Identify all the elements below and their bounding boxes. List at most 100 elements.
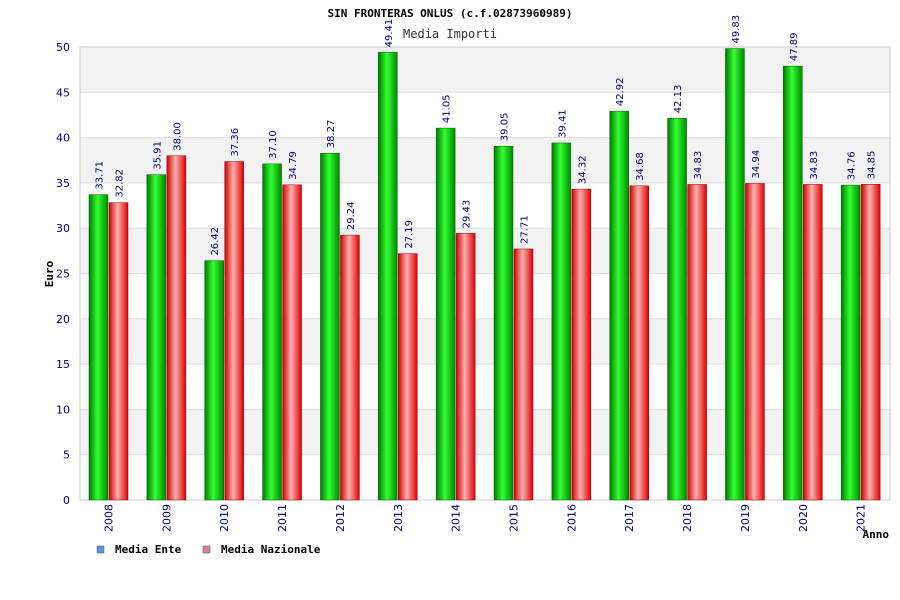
bar-media-nazionale-2013	[398, 253, 418, 501]
data-label: 34.83	[809, 151, 820, 180]
data-label: 34.85	[867, 151, 878, 180]
x-tick-label: 2013	[392, 504, 405, 532]
y-tick-label: 50	[56, 41, 70, 54]
chart-subtitle: Media Importi	[403, 27, 497, 41]
y-tick-label: 45	[56, 86, 70, 99]
y-tick-label: 20	[56, 313, 70, 326]
data-label: 27.71	[520, 215, 531, 244]
data-label: 26.42	[210, 227, 221, 256]
bar-media-ente-2021	[840, 184, 861, 501]
x-axis-ticks: 2008 2009 2010 2011 2012 2013 2014 2015 2016 2017…	[103, 504, 868, 532]
x-tick-label: 2018	[681, 504, 694, 532]
plot-band	[80, 364, 890, 410]
x-tick-label: 2021	[855, 504, 868, 532]
data-label: 34.68	[635, 152, 646, 181]
bar-media-ente-2009	[146, 174, 167, 501]
x-tick-label: 2008	[103, 504, 116, 532]
data-label: 34.79	[288, 151, 299, 180]
y-tick-label: 15	[56, 358, 70, 371]
bar-media-ente-2016	[551, 142, 572, 501]
bar-media-nazionale-2021	[860, 184, 881, 501]
bar-media-nazionale-2014	[455, 233, 476, 501]
data-label: 39.05	[500, 113, 511, 142]
bar-media-ente-2012	[320, 153, 340, 501]
bar-media-nazionale-2017	[629, 185, 649, 501]
bar-media-nazionale-2009	[166, 155, 187, 501]
bar-media-nazionale-2018	[687, 184, 707, 501]
legend-label-media-ente: Media Ente	[115, 543, 182, 556]
data-label: 39.41	[557, 109, 568, 138]
bar-media-ente-2020	[783, 65, 803, 501]
bar-media-ente-2010	[204, 260, 224, 501]
y-tick-label: 0	[63, 494, 70, 507]
y-tick-label: 40	[56, 132, 70, 145]
data-label: 49.41	[384, 19, 395, 48]
bar-media-ente-2017	[609, 110, 629, 501]
x-tick-label: 2019	[739, 504, 752, 532]
x-tick-label: 2010	[218, 504, 231, 532]
bar-media-ente-2014	[435, 127, 456, 501]
plot-band	[80, 137, 890, 183]
bar-media-ente-2008	[88, 194, 109, 501]
data-label: 49.83	[731, 15, 742, 44]
data-label: 32.82	[115, 169, 126, 198]
bar-media-ente-2018	[667, 118, 687, 501]
x-tick-label: 2020	[797, 504, 810, 532]
plot-band	[80, 182, 890, 229]
data-label: 37.36	[230, 128, 241, 157]
bar-media-nazionale-2011	[282, 184, 302, 501]
data-label: 34.32	[577, 155, 588, 184]
data-label: 41.05	[442, 94, 453, 123]
plot-band	[80, 409, 890, 455]
bar-media-nazionale-2008	[108, 202, 129, 501]
chart-title: SIN FRONTERAS ONLUS (c.f.02873960989)	[327, 7, 572, 20]
legend-swatch-media-nazionale	[202, 545, 211, 554]
y-tick-label: 10	[56, 403, 70, 416]
bar-media-ente-2019	[725, 48, 745, 501]
y-axis-title: Euro	[43, 260, 56, 287]
bar-media-nazionale-2016	[571, 188, 592, 501]
data-label: 42.92	[615, 78, 626, 107]
x-tick-label: 2017	[623, 504, 636, 532]
legend-swatch-media-ente	[96, 545, 105, 554]
data-label: 35.91	[152, 141, 163, 170]
plot-frame	[79, 46, 891, 501]
data-label: 34.76	[847, 151, 858, 180]
data-labels: 33.71 32.82 35.91 38.00 26.42 37.36 37.10 34.79…	[95, 15, 878, 256]
x-tick-label: 2015	[508, 504, 521, 532]
x-tick-label: 2012	[334, 504, 347, 532]
bar-media-nazionale-2020	[803, 184, 823, 501]
x-tick-label: 2016	[565, 504, 578, 532]
data-label: 42.13	[673, 85, 684, 114]
data-label: 38.27	[326, 120, 337, 149]
plot-band	[80, 47, 890, 93]
data-label: 34.83	[693, 151, 704, 180]
plot-band	[80, 318, 890, 365]
y-tick-label: 30	[56, 222, 70, 235]
plot-band	[80, 92, 890, 138]
bar-media-ente-2015	[493, 145, 514, 501]
bar-media-ente-2013	[378, 52, 398, 501]
legend: Media Ente Media Nazionale	[96, 543, 321, 556]
data-label: 27.19	[404, 220, 415, 249]
plot-band	[80, 228, 890, 274]
data-label: 47.89	[789, 32, 800, 61]
bar-media-nazionale-2015	[513, 248, 534, 501]
bar-media-nazionale-2012	[340, 234, 360, 501]
bar-media-nazionale-2010	[224, 161, 244, 501]
data-label: 33.71	[95, 161, 106, 190]
y-tick-label: 35	[56, 177, 70, 190]
x-tick-label: 2011	[276, 504, 289, 532]
y-axis-ticks: 0 5 10 15 20 25 30 35 40 45 50	[56, 41, 70, 507]
bars	[88, 48, 881, 501]
data-label: 29.24	[346, 201, 357, 230]
legend-label-media-nazionale: Media Nazionale	[221, 543, 321, 556]
bar-media-ente-2011	[262, 163, 282, 501]
x-tick-label: 2009	[160, 504, 173, 532]
data-label: 34.94	[751, 150, 762, 179]
x-axis-title: Anno	[863, 528, 890, 541]
bar-media-nazionale-2019	[745, 183, 765, 501]
y-tick-label: 25	[56, 268, 70, 281]
y-tick-label: 5	[63, 449, 70, 462]
